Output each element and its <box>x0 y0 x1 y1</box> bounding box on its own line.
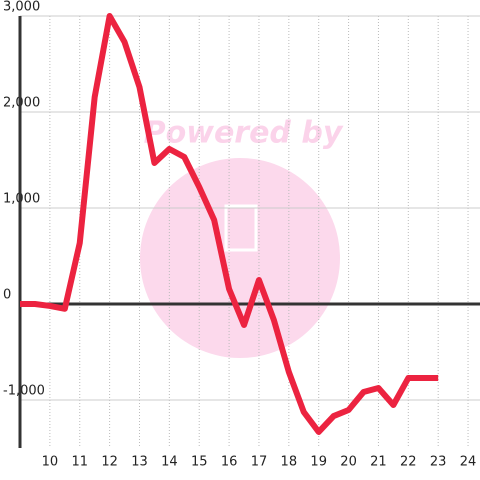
x-tick-label: 21 <box>370 455 387 470</box>
y-tick-label: 3,000 <box>3 0 40 15</box>
x-tick-label: 11 <box>71 455 88 470</box>
y-tick-label: 1,000 <box>3 192 40 207</box>
x-tick-label: 12 <box>101 455 118 470</box>
x-tick-label: 23 <box>430 455 447 470</box>
line <box>20 13 439 435</box>
watermark-circle <box>140 158 340 358</box>
y-tick-label: -1,000 <box>3 384 45 399</box>
x-tick-label: 14 <box>161 455 178 470</box>
x-tick-label: 22 <box>400 455 417 470</box>
watermark-icon <box>224 204 258 252</box>
x-tick-label: 19 <box>310 455 327 470</box>
x-tick-label: 10 <box>42 455 59 470</box>
x-tick-label: 16 <box>221 455 238 470</box>
x-tick-label: 20 <box>340 455 357 470</box>
x-tick-label: 13 <box>131 455 148 470</box>
y-tick-label: 0 <box>3 288 11 303</box>
x-tick-label: 15 <box>191 455 208 470</box>
x-tick-label: 24 <box>460 455 477 470</box>
y-tick-label: 2,000 <box>3 96 40 111</box>
x-tick-label: 17 <box>251 455 268 470</box>
watermark-text: Powered by <box>144 116 344 151</box>
x-tick-label: 18 <box>281 455 298 470</box>
